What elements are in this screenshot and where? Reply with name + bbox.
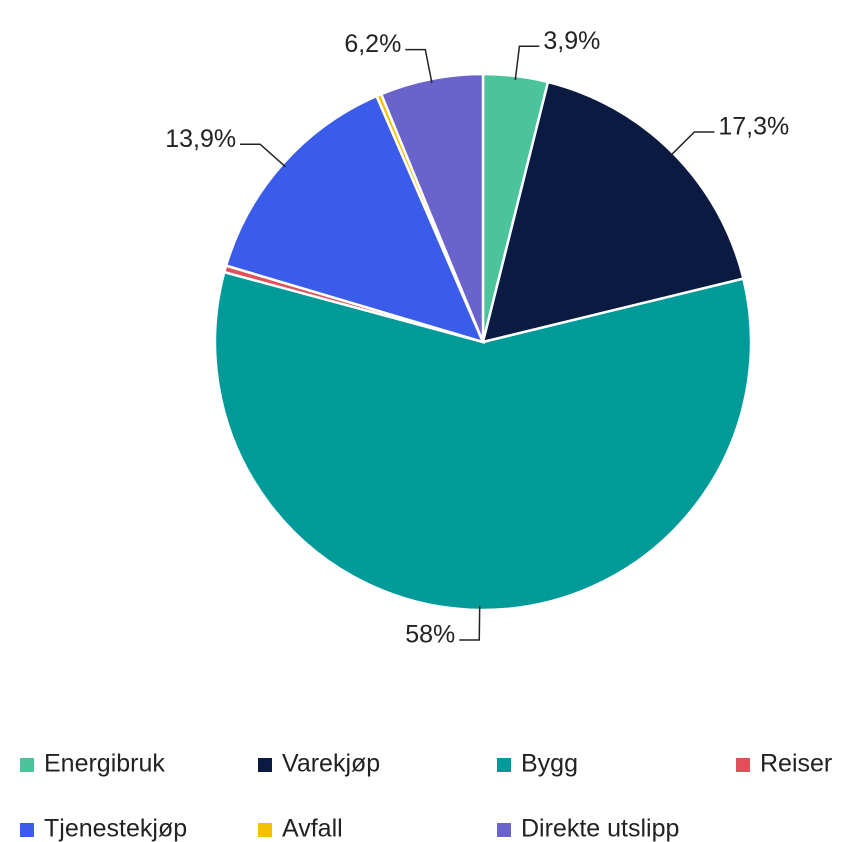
data-label: 13,9%	[165, 125, 236, 153]
legend-swatch	[20, 823, 34, 837]
legend-swatch	[258, 758, 272, 772]
leader-line	[405, 48, 433, 84]
leader-line	[669, 131, 715, 157]
data-label: 6,2%	[344, 30, 401, 58]
legend-swatch	[497, 823, 511, 837]
legend-label: Bygg	[521, 750, 578, 778]
legend-label: Energibruk	[44, 750, 165, 778]
data-label: 3,9%	[543, 27, 600, 55]
legend-swatch	[736, 758, 750, 772]
leader-line	[240, 143, 287, 168]
legend-label: Reiser	[760, 750, 832, 778]
legend-swatch	[258, 823, 272, 837]
data-label: 17,3%	[718, 113, 789, 141]
legend-label: Tjenestekjøp	[44, 815, 187, 842]
legend-label: Varekjøp	[282, 750, 380, 778]
legend-label: Avfall	[282, 815, 343, 842]
legend-label: Direkte utslipp	[521, 815, 679, 842]
legend-swatch	[20, 758, 34, 772]
leader-line	[514, 45, 540, 81]
legend-swatch	[497, 758, 511, 772]
data-label: 58%	[405, 621, 455, 649]
leader-line	[459, 605, 481, 641]
